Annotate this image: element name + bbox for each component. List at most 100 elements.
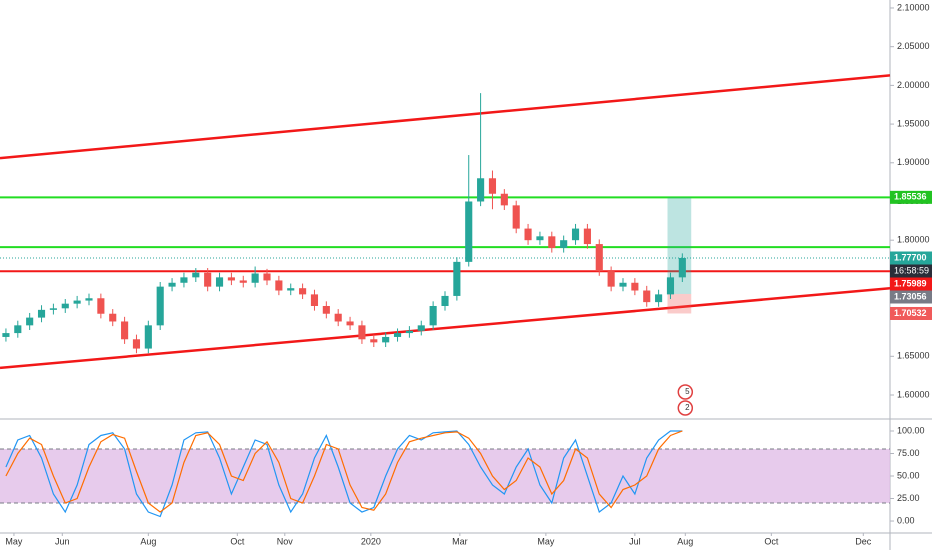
price-label-bg xyxy=(890,290,932,304)
y-tick-label: 50.00 xyxy=(897,470,920,480)
y-tick-label: 1.80000 xyxy=(897,235,930,245)
event-count: 5 xyxy=(685,387,690,396)
candle-body xyxy=(215,277,224,287)
x-tick-label: Nov xyxy=(277,536,294,546)
candle-body xyxy=(500,193,508,206)
y-tick-label: 1.95000 xyxy=(897,118,930,128)
candle-body xyxy=(61,303,69,309)
candle-body xyxy=(299,288,307,295)
y-tick-label: 25.00 xyxy=(897,493,920,503)
price-label: 1.75989 xyxy=(894,278,927,288)
price-label-bg xyxy=(890,251,932,265)
candle-body xyxy=(512,205,520,229)
y-tick-label: 1.65000 xyxy=(897,351,930,361)
candle-body xyxy=(607,271,615,287)
candle-body xyxy=(85,298,93,301)
candle-body xyxy=(14,325,22,334)
x-tick-label: 2020 xyxy=(361,536,381,546)
x-tick-label: May xyxy=(537,536,555,546)
y-tick-label: 1.60000 xyxy=(897,389,930,399)
candle-body xyxy=(310,294,319,306)
y-tick-label: 0.00 xyxy=(897,515,915,525)
x-tick-label: Mar xyxy=(452,536,468,546)
candle-body xyxy=(382,336,390,343)
candle-body xyxy=(488,178,497,194)
countdown-bg xyxy=(890,264,932,278)
price-label: 1.77700 xyxy=(894,252,927,262)
x-tick-label: May xyxy=(5,536,23,546)
candle-body xyxy=(73,300,81,304)
candle-body xyxy=(144,325,152,349)
x-tick-label: Oct xyxy=(230,536,245,546)
candle-body xyxy=(453,261,461,296)
x-tick-label: Jul xyxy=(629,536,641,546)
trend-line xyxy=(0,286,891,370)
oscillator-line xyxy=(5,430,683,513)
candle-body xyxy=(429,305,437,326)
y-tick-label: 100.00 xyxy=(897,425,925,435)
candle-body xyxy=(192,272,200,278)
candle-body xyxy=(536,236,544,241)
candle-body xyxy=(405,330,413,334)
candle-body xyxy=(263,273,271,281)
price-label-bg xyxy=(890,306,932,320)
candle-body xyxy=(49,308,57,310)
candle-body xyxy=(287,288,295,291)
candle-body xyxy=(180,277,188,283)
candle-body xyxy=(346,321,354,326)
price-label: 1.73056 xyxy=(894,291,927,301)
y-tick-label: 2.10000 xyxy=(897,2,930,12)
candle-body xyxy=(251,273,259,283)
candle-body xyxy=(548,236,556,248)
candle-body xyxy=(121,321,129,340)
x-tick-label: Aug xyxy=(677,536,693,546)
candle-body xyxy=(37,309,46,318)
candle-body xyxy=(275,280,283,291)
x-tick-label: Dec xyxy=(855,536,872,546)
candle-body xyxy=(666,277,675,295)
oscillator-band xyxy=(0,448,890,504)
price-label-bg xyxy=(890,190,932,204)
x-tick-label: Aug xyxy=(140,536,156,546)
candle-body xyxy=(595,244,603,272)
candle-body xyxy=(334,313,342,322)
candle-body xyxy=(583,228,591,245)
candle-body xyxy=(655,294,663,303)
candle-body xyxy=(358,325,366,340)
candle-body xyxy=(168,282,176,287)
y-tick-label: 2.00000 xyxy=(897,80,930,90)
candle-body xyxy=(560,240,568,248)
trend-line xyxy=(0,74,891,160)
y-tick-label: 1.90000 xyxy=(897,157,930,167)
candle-body xyxy=(156,286,164,326)
price-label: 1.70532 xyxy=(894,308,927,318)
candle-body xyxy=(524,228,532,241)
candle-body xyxy=(393,333,402,337)
candle-body xyxy=(465,201,473,262)
candle-body xyxy=(322,305,330,314)
candle-body xyxy=(239,280,247,283)
x-tick-label: Oct xyxy=(764,536,779,546)
price-label: 1.85536 xyxy=(894,192,927,202)
oscillator-line xyxy=(5,430,683,518)
y-tick-label: 2.05000 xyxy=(897,41,930,51)
x-tick-label: Jun xyxy=(55,536,70,546)
event-count: 2 xyxy=(685,403,690,412)
candle-body xyxy=(97,298,105,314)
candle-body xyxy=(678,257,686,278)
candle-body xyxy=(619,282,627,287)
candle-body xyxy=(227,277,235,281)
candle-body xyxy=(417,325,425,331)
candle-body xyxy=(477,178,485,202)
candle-body xyxy=(132,339,141,349)
candle-body xyxy=(441,295,449,306)
candle-body xyxy=(370,339,378,343)
price-label-bg xyxy=(890,277,932,291)
candle-body xyxy=(571,228,580,241)
candle-body xyxy=(2,333,10,337)
y-tick-label: 75.00 xyxy=(897,448,920,458)
position-loss xyxy=(667,293,692,314)
candle-body xyxy=(643,290,651,303)
event-marker xyxy=(677,400,694,416)
